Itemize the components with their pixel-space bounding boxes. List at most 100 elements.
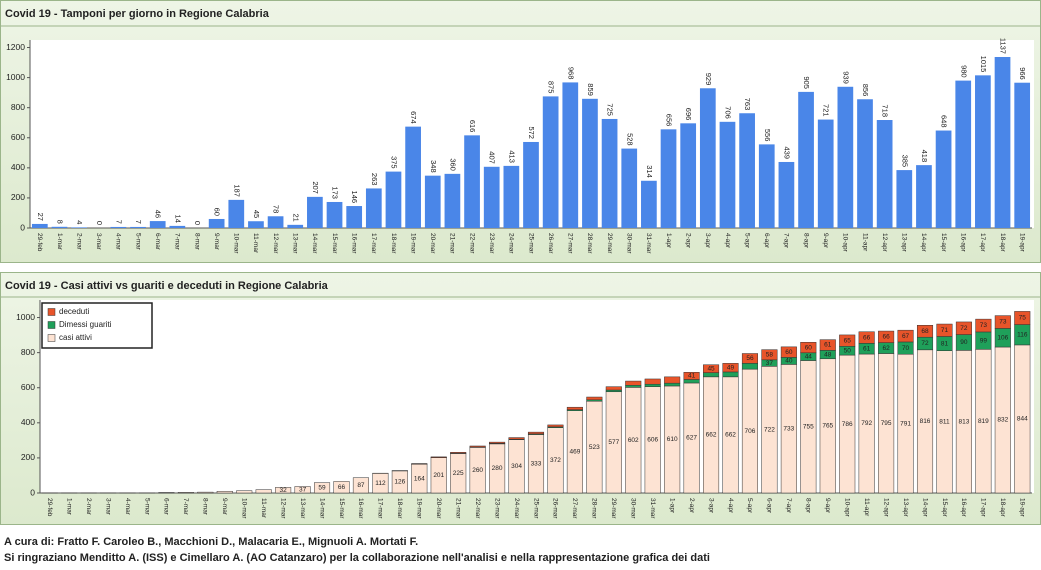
- data-label: 721: [822, 104, 831, 117]
- x-tick-label: 29-mar: [606, 233, 613, 254]
- x-tick-label: 11-mar: [260, 498, 267, 519]
- bar-segment: [975, 318, 992, 333]
- data-label: 45: [707, 365, 715, 372]
- data-label: 314: [645, 165, 654, 178]
- bar: [935, 130, 952, 228]
- x-tick-label: 26-mar: [552, 498, 559, 519]
- data-label: 48: [824, 351, 832, 358]
- data-label: 718: [881, 104, 890, 117]
- bar: [896, 170, 913, 228]
- data-label: 662: [706, 432, 717, 439]
- data-label: 725: [606, 103, 615, 116]
- y-tick-label: 200: [21, 452, 35, 462]
- data-label: 1015: [979, 56, 988, 73]
- x-tick-label: 22-mar: [468, 233, 475, 254]
- data-label: 418: [920, 150, 929, 163]
- bar-segment: [916, 325, 934, 338]
- bar-segment: [994, 315, 1011, 329]
- data-label: 360: [448, 158, 457, 171]
- data-label: 859: [586, 83, 595, 96]
- data-label: 72: [960, 325, 968, 332]
- data-label: 929: [704, 73, 713, 86]
- bar-segment: [644, 378, 661, 385]
- data-label: 763: [743, 98, 752, 111]
- legend-label: casi attivi: [59, 333, 92, 342]
- data-label: 572: [527, 126, 536, 139]
- x-tick-label: 1-apr: [665, 233, 672, 249]
- data-label: 674: [409, 111, 418, 124]
- bar-segment: [897, 329, 914, 343]
- data-label: 81: [941, 340, 949, 347]
- x-tick-label: 23-mar: [493, 498, 500, 519]
- x-tick-label: 10-mar: [241, 498, 248, 519]
- data-label: 333: [531, 461, 542, 468]
- bar-segment: [683, 372, 700, 380]
- bar: [523, 141, 539, 228]
- bar-segment: [664, 376, 681, 384]
- x-tick-label: 8-apr: [802, 233, 809, 249]
- bar: [739, 113, 755, 228]
- data-label: 616: [468, 120, 477, 133]
- x-tick-label: 3-mar: [104, 498, 111, 516]
- y-tick-label: 0: [30, 487, 35, 497]
- x-tick-label: 16-mar: [357, 498, 364, 519]
- x-tick-label: 17-mar: [377, 498, 384, 519]
- data-label: 50: [844, 347, 852, 354]
- legend-swatch: [47, 321, 56, 329]
- x-tick-label: 16-apr: [960, 233, 967, 253]
- data-label: 1137: [999, 38, 1008, 54]
- bar: [464, 135, 480, 228]
- legend-label: Dimessi guariti: [59, 320, 112, 329]
- x-tick-label: 11-apr: [861, 233, 868, 252]
- x-tick-label: 19-apr: [1018, 233, 1025, 253]
- bar: [798, 91, 814, 228]
- x-tick-label: 9-apr: [824, 498, 831, 514]
- x-tick-label: 14-mar: [311, 233, 318, 254]
- data-label: 413: [507, 150, 516, 163]
- data-label: 968: [566, 67, 575, 80]
- data-label: 832: [997, 417, 1008, 424]
- bar-segment: [489, 441, 506, 444]
- bar-segment: [450, 452, 467, 454]
- x-tick-label: 2-apr: [684, 233, 691, 249]
- data-label: 0: [193, 221, 202, 225]
- x-tick-label: 17-apr: [980, 498, 987, 518]
- y-tick-label: 600: [11, 132, 25, 142]
- x-tick-label: 3-apr: [707, 498, 714, 514]
- bar: [955, 80, 972, 228]
- bar-segment: [566, 406, 583, 410]
- x-tick-label: 7-mar: [174, 233, 181, 251]
- data-label: 68: [921, 328, 929, 335]
- bar-segment: [158, 492, 175, 494]
- data-label: 375: [389, 156, 398, 169]
- bar: [582, 98, 598, 228]
- bar: [994, 56, 1011, 228]
- bar: [778, 161, 795, 228]
- data-label: 656: [665, 114, 674, 127]
- bar-segment: [294, 486, 311, 494]
- x-tick-label: 15-mar: [338, 498, 345, 519]
- x-tick-label: 2-apr: [688, 498, 695, 514]
- y-tick-label: 200: [11, 192, 25, 202]
- data-label: 811: [939, 419, 950, 426]
- x-tick-label: 19-mar: [416, 498, 423, 519]
- x-tick-label: 17-mar: [370, 233, 377, 254]
- bar: [601, 118, 618, 228]
- bar-segment: [605, 389, 622, 393]
- bar-segment: [839, 334, 856, 347]
- x-tick-label: 5-apr: [743, 233, 750, 249]
- bar: [267, 216, 284, 228]
- x-tick-label: 25-mar: [527, 233, 534, 254]
- x-tick-label: 6-mar: [154, 233, 161, 251]
- x-tick-label: 8-mar: [202, 498, 209, 516]
- x-tick-label: 5-mar: [134, 233, 141, 251]
- bar: [346, 206, 363, 228]
- data-label: 173: [331, 186, 340, 199]
- x-tick-label: 31-mar: [645, 233, 652, 254]
- bar-segment: [255, 489, 272, 494]
- data-label: 61: [863, 345, 871, 352]
- x-tick-label: 11-mar: [252, 233, 259, 254]
- data-label: 844: [1017, 416, 1028, 423]
- data-label: 556: [763, 129, 772, 142]
- bar: [307, 196, 323, 228]
